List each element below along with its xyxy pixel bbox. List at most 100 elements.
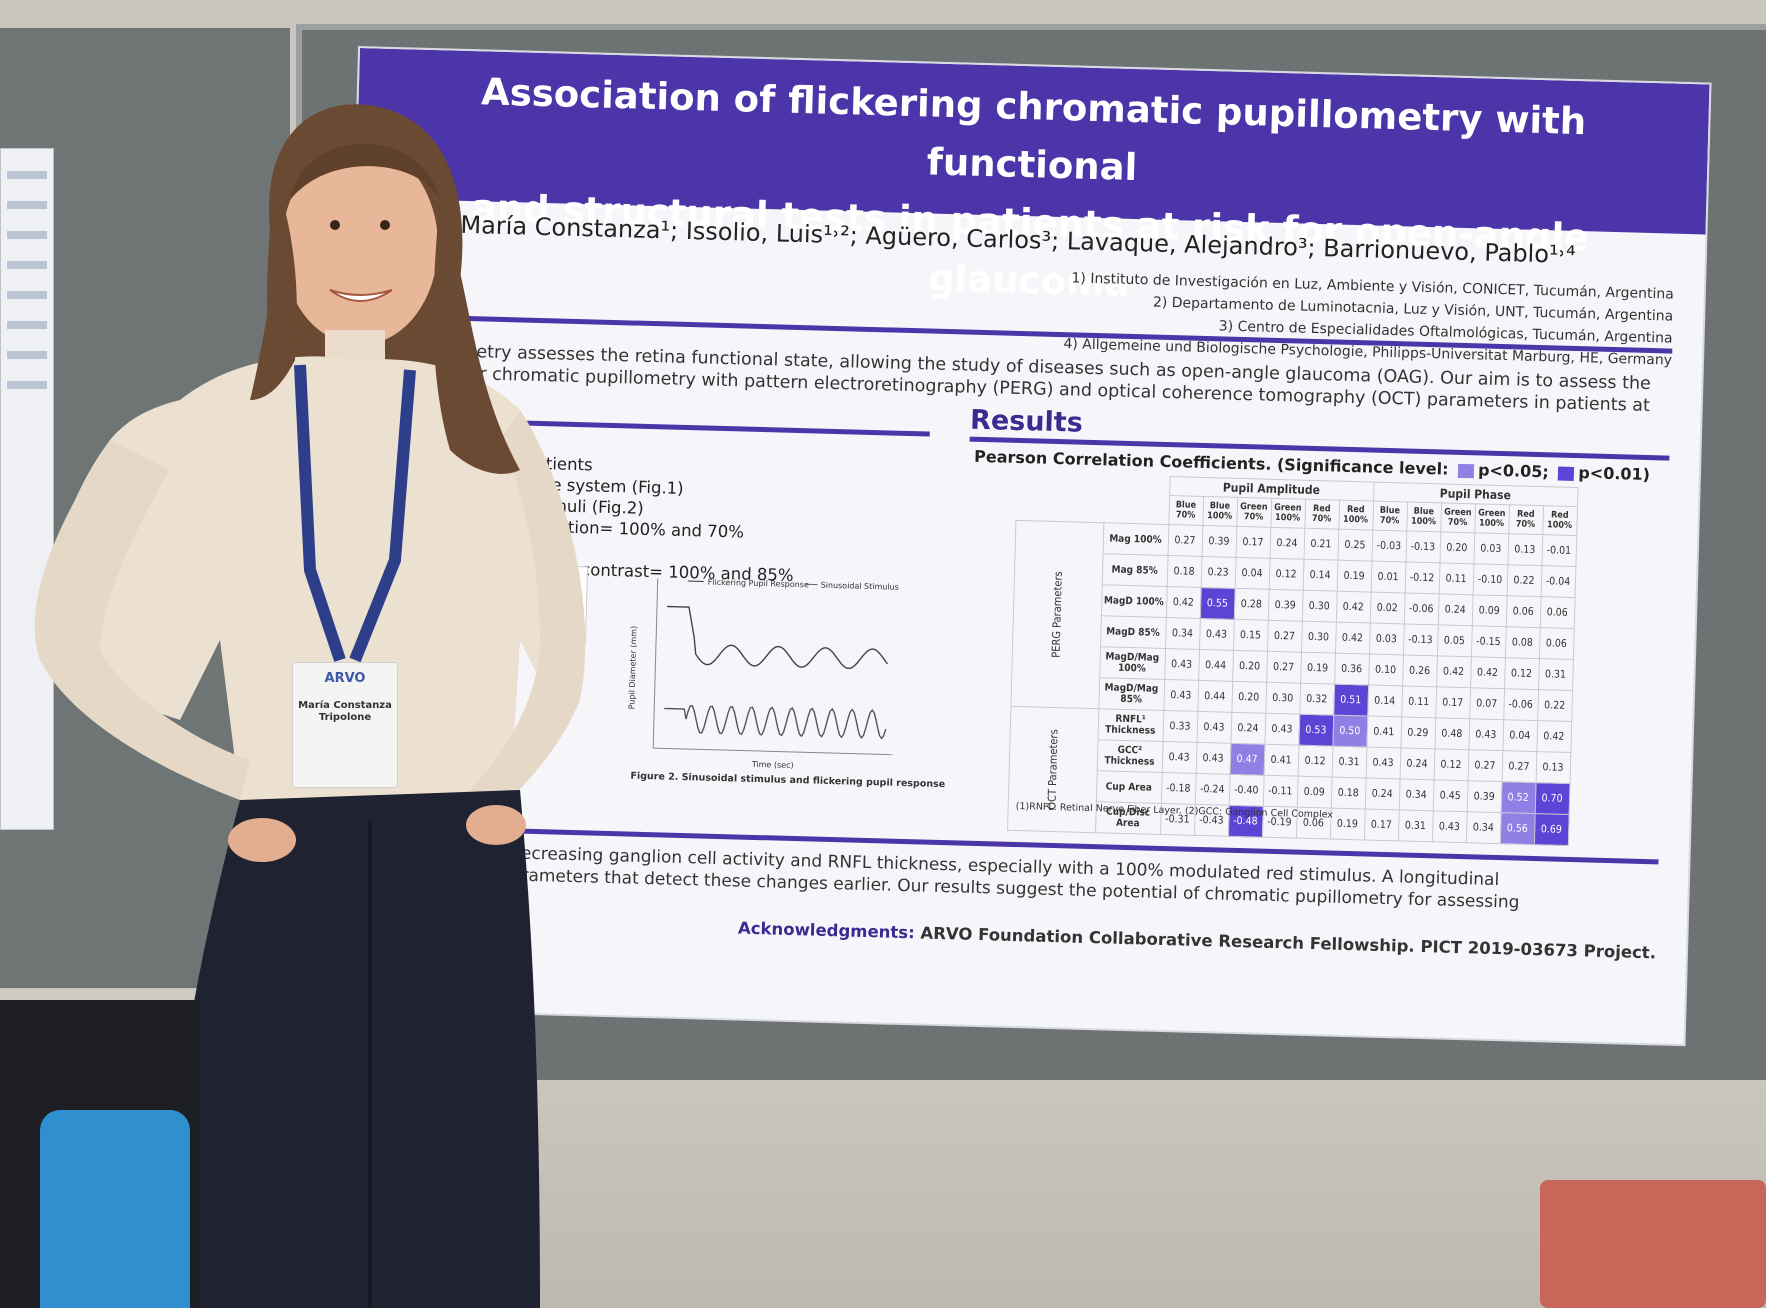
correlation-cell: 0.43 — [1163, 679, 1199, 712]
correlation-cell: 0.26 — [1402, 654, 1437, 687]
correlation-cell: -0.06 — [1503, 688, 1539, 721]
correlation-cell: 0.12 — [1297, 745, 1333, 778]
blue-bag — [40, 1110, 190, 1308]
correlation-cell: 0.30 — [1265, 682, 1301, 715]
column-header: Red 100% — [1542, 505, 1578, 536]
row-header: MagD/Mag 100% — [1099, 646, 1166, 680]
correlation-cell: -0.12 — [1404, 561, 1440, 594]
presenter-figure — [34, 104, 586, 1308]
correlation-cell: 0.24 — [1269, 527, 1305, 560]
correlation-cell: 0.13 — [1535, 751, 1571, 784]
results-heading: Results — [969, 404, 1084, 439]
backpack — [0, 1000, 200, 1308]
correlation-cell: 0.10 — [1368, 654, 1403, 686]
correlation-cell: 0.43 — [1431, 810, 1467, 843]
correlation-cell: 0.24 — [1399, 747, 1435, 780]
correlation-table: Pupil Amplitude Pupil Phase Blue 70% Blue… — [1007, 472, 1578, 846]
correlation-cell: 0.48 — [1434, 717, 1470, 750]
pupil-response-plot: Flickering Pupil Response Sinusoidal Sti… — [627, 578, 899, 770]
correlation-cell: 0.25 — [1337, 529, 1373, 562]
correlation-cell: 0.20 — [1232, 650, 1268, 683]
correlation-cell: 0.09 — [1296, 776, 1332, 809]
correlation-cell: 0.30 — [1301, 621, 1336, 654]
correlation-cell: 0.41 — [1366, 715, 1402, 748]
correlation-cell: -0.10 — [1472, 563, 1508, 596]
affiliations: 1) Instituto de Investigación en Luz, Am… — [972, 265, 1674, 372]
column-header: Green 100% — [1270, 498, 1306, 529]
correlation-cell: 0.42 — [1334, 622, 1370, 655]
correlation-cell: 0.42 — [1436, 655, 1471, 688]
correlation-cell: -0.15 — [1470, 625, 1506, 658]
correlation-cell: 0.32 — [1299, 683, 1335, 716]
correlation-cell: 0.42 — [1536, 720, 1572, 753]
correlation-cell: -0.06 — [1403, 592, 1439, 625]
correlation-cell: 0.07 — [1469, 687, 1505, 720]
correlation-cell: 0.15 — [1233, 619, 1268, 652]
correlation-cell: 0.52 — [1500, 781, 1536, 814]
correlation-cell: 0.43 — [1468, 718, 1504, 751]
correlation-cell: 0.18 — [1166, 555, 1202, 588]
correlation-cell: 0.31 — [1538, 658, 1573, 691]
correlation-cell: 0.39 — [1267, 589, 1303, 622]
row-header: GCC² Thickness — [1096, 739, 1163, 773]
column-header: Red 70% — [1508, 504, 1544, 535]
correlation-cell: 0.14 — [1302, 559, 1338, 592]
correlation-cell: 0.12 — [1268, 558, 1304, 591]
correlation-cell: 0.08 — [1504, 626, 1540, 659]
correlation-cell: 0.24 — [1364, 777, 1400, 810]
correlation-cell: 0.06 — [1538, 627, 1574, 660]
figure-2: Flickering Pupil Response Sinusoidal Sti… — [622, 567, 908, 794]
correlation-cell: 0.09 — [1471, 594, 1507, 627]
correlation-cell: 0.47 — [1229, 743, 1265, 776]
correlation-cell: 0.24 — [1230, 712, 1266, 745]
column-header: Blue 100% — [1406, 501, 1442, 532]
correlation-cell: 0.45 — [1432, 779, 1468, 812]
row-header: Mag 100% — [1102, 522, 1169, 556]
correlation-cell: 0.42 — [1335, 591, 1371, 624]
correlation-cell: 0.42 — [1165, 586, 1201, 619]
column-header: Green 100% — [1474, 503, 1510, 534]
column-header: Green 70% — [1440, 502, 1476, 533]
correlation-cell: -0.13 — [1402, 623, 1438, 656]
correlation-cell: 0.06 — [1505, 595, 1541, 628]
correlation-cell: 0.43 — [1264, 713, 1300, 746]
row-header: MagD 85% — [1100, 615, 1166, 649]
correlation-cell: 0.17 — [1235, 526, 1271, 559]
left-poster-edge — [0, 148, 54, 830]
correlation-cell: 0.42 — [1470, 656, 1505, 689]
row-header: MagD/Mag 85% — [1098, 677, 1165, 711]
correlation-cell: -0.03 — [1371, 530, 1407, 562]
correlation-cell: 0.50 — [1332, 715, 1368, 747]
fig2-ylabel: Pupil Diameter (mm) — [627, 626, 638, 710]
correlation-cell: 0.20 — [1231, 681, 1267, 714]
correlation-cell: 0.43 — [1199, 618, 1234, 651]
correlation-cell: 0.03 — [1473, 532, 1509, 565]
correlation-cell: 0.33 — [1162, 710, 1198, 743]
correlation-cell: 0.11 — [1438, 562, 1474, 595]
correlation-cell: 0.29 — [1400, 716, 1436, 749]
correlation-cell: 0.69 — [1533, 813, 1569, 846]
correlation-cell: -0.01 — [1541, 534, 1577, 567]
column-header: Green 70% — [1236, 497, 1272, 528]
correlation-cell: 0.06 — [1539, 596, 1575, 629]
row-header: RNFL¹ Thickness — [1097, 708, 1164, 742]
correlation-cell: -0.40 — [1228, 774, 1264, 807]
correlation-cell: 0.43 — [1164, 648, 1200, 681]
correlation-cell: 0.20 — [1439, 531, 1475, 564]
correlation-cell: 0.51 — [1333, 684, 1369, 716]
column-header: Blue 100% — [1202, 496, 1238, 527]
fig2-legend-a: Flickering Pupil Response — [708, 578, 809, 590]
correlation-cell: 0.56 — [1499, 812, 1535, 845]
correlation-cell: 0.39 — [1201, 525, 1237, 558]
legend-swatch-p01 — [1558, 466, 1575, 481]
correlation-cell: 0.22 — [1506, 564, 1542, 597]
badge-name: María Constanza Tripolone — [298, 700, 392, 723]
correlation-cell: 0.12 — [1504, 657, 1539, 690]
column-header: Red 70% — [1304, 499, 1340, 530]
pupil-response-trace — [666, 605, 889, 670]
badge-org: ARVO — [324, 671, 366, 686]
correlation-cell: 0.23 — [1200, 556, 1236, 589]
correlation-cell: 0.44 — [1197, 680, 1233, 713]
correlation-cell: 0.03 — [1368, 623, 1404, 655]
